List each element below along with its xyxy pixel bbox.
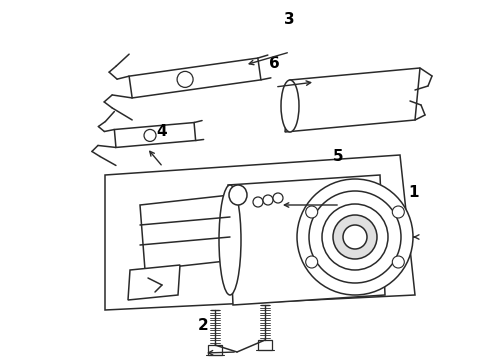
Circle shape (306, 256, 318, 268)
Text: 2: 2 (198, 318, 209, 333)
Circle shape (392, 256, 404, 268)
Polygon shape (285, 68, 420, 132)
Ellipse shape (229, 185, 247, 205)
Circle shape (253, 197, 263, 207)
Circle shape (273, 193, 283, 203)
Circle shape (263, 195, 273, 205)
Polygon shape (228, 175, 385, 305)
Text: 6: 6 (269, 55, 280, 71)
Circle shape (144, 130, 156, 141)
Circle shape (333, 215, 377, 259)
Circle shape (306, 206, 318, 218)
Text: 1: 1 (409, 185, 419, 200)
Ellipse shape (281, 80, 299, 132)
Text: 3: 3 (284, 12, 294, 27)
Circle shape (343, 225, 367, 249)
Bar (208, 345, 222, 355)
Polygon shape (129, 58, 261, 98)
Text: 4: 4 (156, 124, 167, 139)
Text: 5: 5 (333, 149, 343, 164)
Circle shape (392, 206, 404, 218)
Circle shape (177, 71, 193, 87)
Polygon shape (114, 122, 196, 148)
Polygon shape (128, 265, 180, 300)
Circle shape (297, 179, 413, 295)
Ellipse shape (219, 185, 241, 295)
Polygon shape (140, 195, 235, 270)
Bar (258, 340, 272, 350)
